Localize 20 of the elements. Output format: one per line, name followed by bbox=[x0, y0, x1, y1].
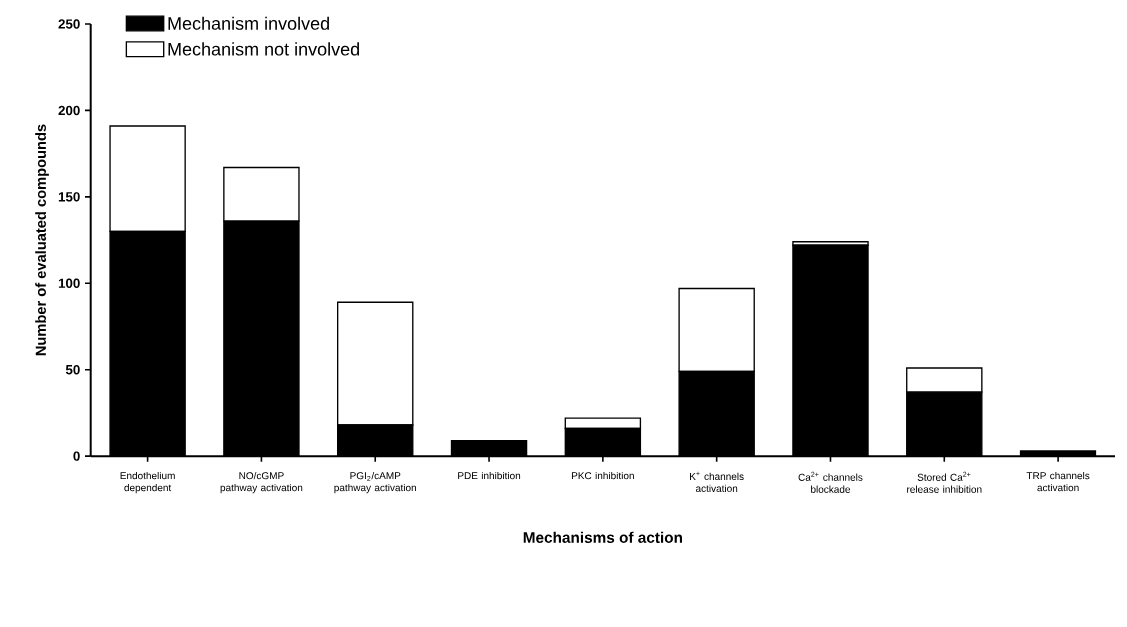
y-tick-label: 250 bbox=[58, 19, 80, 29]
x-tick-label: Endothelium dependent bbox=[120, 471, 175, 494]
y-tick-label: 0 bbox=[73, 451, 80, 461]
x-axis-title: Mechanisms of action bbox=[523, 531, 682, 544]
x-tick-label: PKC inhibition bbox=[571, 471, 634, 480]
x-tick-label: PGI$_{2}$/cAMP pathway activation bbox=[334, 471, 416, 494]
x-tick-label: Ca$^{2+}$ channels blockade bbox=[798, 471, 863, 493]
y-tick-label: 200 bbox=[58, 105, 80, 116]
x-tick-label: NO/cGMP pathway activation bbox=[220, 471, 303, 494]
x-tick-label: K$^{+}$ channels activation bbox=[690, 471, 744, 493]
y-axis-title: Number of evaluated compounds bbox=[35, 124, 49, 356]
x-tick-label: PDE inhibition bbox=[458, 471, 521, 480]
bar bbox=[337, 301, 414, 426]
legend-label: Mechanism not involved bbox=[168, 42, 359, 56]
legend-label: Mechanism involved bbox=[168, 16, 329, 30]
y-tick-label: 100 bbox=[58, 278, 80, 289]
y-tick-label: 150 bbox=[58, 192, 80, 202]
y-tick-label: 50 bbox=[65, 365, 80, 375]
x-tick-label: TRP channels activation bbox=[1026, 471, 1090, 492]
category-label: Stored Ca$^{2+}$ release inhibition bbox=[907, 471, 982, 493]
